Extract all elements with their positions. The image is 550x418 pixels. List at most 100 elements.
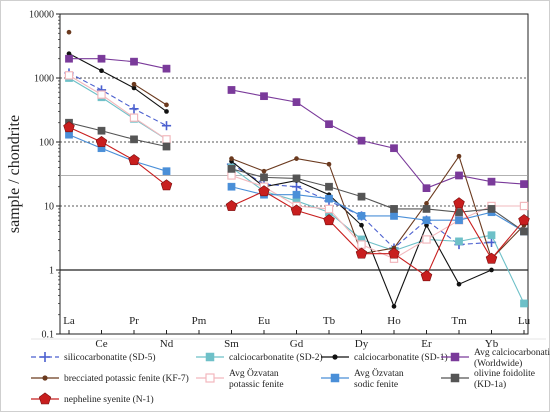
data-point — [324, 204, 334, 214]
data-point — [326, 161, 332, 167]
data-point — [455, 171, 463, 180]
series-line — [68, 74, 524, 260]
legend-label-line: sodic fenite — [354, 379, 398, 390]
x-tick-label: La — [63, 315, 75, 327]
legend-label: calciocarbonatite (SD-2) — [229, 352, 323, 363]
data-point — [227, 86, 236, 94]
data-point — [66, 51, 72, 57]
legend-item: brecciated potassic fenite (KF-7) — [31, 373, 189, 384]
data-point — [456, 281, 462, 287]
legend-label: Avg calciocarbonatite (Worldwide) — [474, 348, 550, 369]
x-tick-label: Yb — [485, 338, 499, 350]
data-point — [520, 299, 528, 308]
legend-label: calciocarbonatite (SD-1) — [354, 352, 448, 363]
legend-item: silicocarbonatite (SD-5) — [31, 352, 156, 363]
data-point — [520, 180, 528, 188]
data-point — [97, 90, 106, 99]
data-point — [99, 68, 104, 74]
data-point — [390, 144, 398, 153]
y-tick-label: 1000 — [34, 74, 54, 85]
legend-label-line: nepheline syenite (N-1) — [64, 394, 154, 405]
data-point — [292, 190, 301, 199]
data-point — [260, 173, 268, 182]
data-point — [161, 121, 172, 131]
data-point — [291, 182, 302, 192]
y-axis-label: sample / chondrite — [6, 115, 23, 233]
data-point — [164, 102, 169, 108]
series-8 — [63, 121, 530, 282]
data-point — [64, 71, 74, 80]
data-point — [162, 64, 171, 73]
legend-label-line: silicocarbonatite (SD-5) — [64, 352, 156, 363]
legend-label-line: brecciated potassic fenite (KF-7) — [64, 373, 189, 384]
legend-label: silicocarbonatite (SD-5) — [64, 352, 156, 363]
data-point — [455, 237, 463, 246]
data-point — [487, 205, 496, 213]
data-point — [95, 135, 108, 147]
legend-label-line: calciocarbonatite (SD-2) — [229, 352, 323, 363]
legend-label: brecciated potassic fenite (KF-7) — [64, 373, 189, 384]
legend-label: olivine foidolite (KD-1a) — [474, 368, 535, 390]
legend: silicocarbonatite (SD-5) calciocarbonatit… — [31, 348, 550, 405]
data-point — [424, 201, 429, 206]
data-point — [205, 352, 215, 362]
data-point — [38, 392, 52, 405]
data-point — [325, 194, 333, 203]
data-point — [424, 222, 429, 228]
data-point — [290, 204, 303, 216]
data-point — [323, 214, 335, 226]
legend-item: calciocarbonatite (SD-2) — [196, 352, 323, 363]
data-point — [390, 212, 398, 220]
series-line — [68, 126, 525, 278]
y-tick-label: 1 — [49, 266, 54, 277]
data-point — [420, 270, 433, 282]
x-tick-label: Sm — [224, 338, 239, 350]
x-tick-label: Nd — [160, 338, 174, 350]
series-line — [133, 83, 525, 260]
data-point — [422, 216, 431, 225]
legend-label-line: calciocarbonatite (SD-1) — [354, 352, 448, 363]
data-point — [489, 267, 494, 273]
data-point — [130, 57, 138, 66]
data-point — [40, 352, 50, 362]
legend-label: Avg Özvatan potassic fenite — [229, 367, 284, 390]
data-point — [450, 352, 460, 362]
data-point — [330, 373, 340, 383]
legend-label-line: potassic fenite — [229, 379, 284, 390]
y-tick-label: 100 — [39, 138, 54, 149]
data-point — [128, 154, 140, 166]
y-axis-ticks: 0.1 1 10 100 1000 10000 — [29, 10, 60, 341]
series-layer — [63, 29, 530, 309]
x-tick-label: Dy — [355, 338, 369, 350]
data-point — [227, 165, 236, 173]
legend-label-line: Avg Özvatan — [229, 367, 279, 379]
series-line — [68, 134, 525, 232]
x-axis-ticks: La Pr Pm Eu Tb Ho Tm Lu Ce Nd Sm Gd Dy Er Yb — [63, 315, 530, 350]
data-point — [391, 304, 397, 309]
data-point — [97, 54, 106, 63]
data-point — [130, 135, 138, 144]
y-tick-label: 0.1 — [42, 330, 55, 341]
data-point — [519, 201, 529, 211]
data-point — [487, 231, 496, 240]
data-point — [131, 85, 137, 91]
data-point — [325, 120, 333, 129]
plot-area — [59, 13, 529, 335]
data-point — [422, 235, 431, 244]
data-point — [225, 199, 238, 211]
y-tick-label: 10000 — [29, 10, 54, 21]
data-point — [294, 156, 299, 161]
data-point — [229, 156, 234, 161]
legend-label-line: (Worldwide) — [474, 358, 522, 369]
data-point — [292, 174, 301, 183]
data-point — [518, 214, 530, 226]
data-point — [520, 227, 528, 236]
legend-label-line: Avg Özvatan — [354, 367, 404, 379]
data-point — [164, 109, 169, 114]
data-point — [332, 354, 338, 360]
data-point — [42, 375, 48, 381]
legend-item: olivine foidolite (KD-1a) — [441, 368, 535, 390]
data-point — [65, 54, 73, 63]
data-point — [131, 81, 137, 87]
